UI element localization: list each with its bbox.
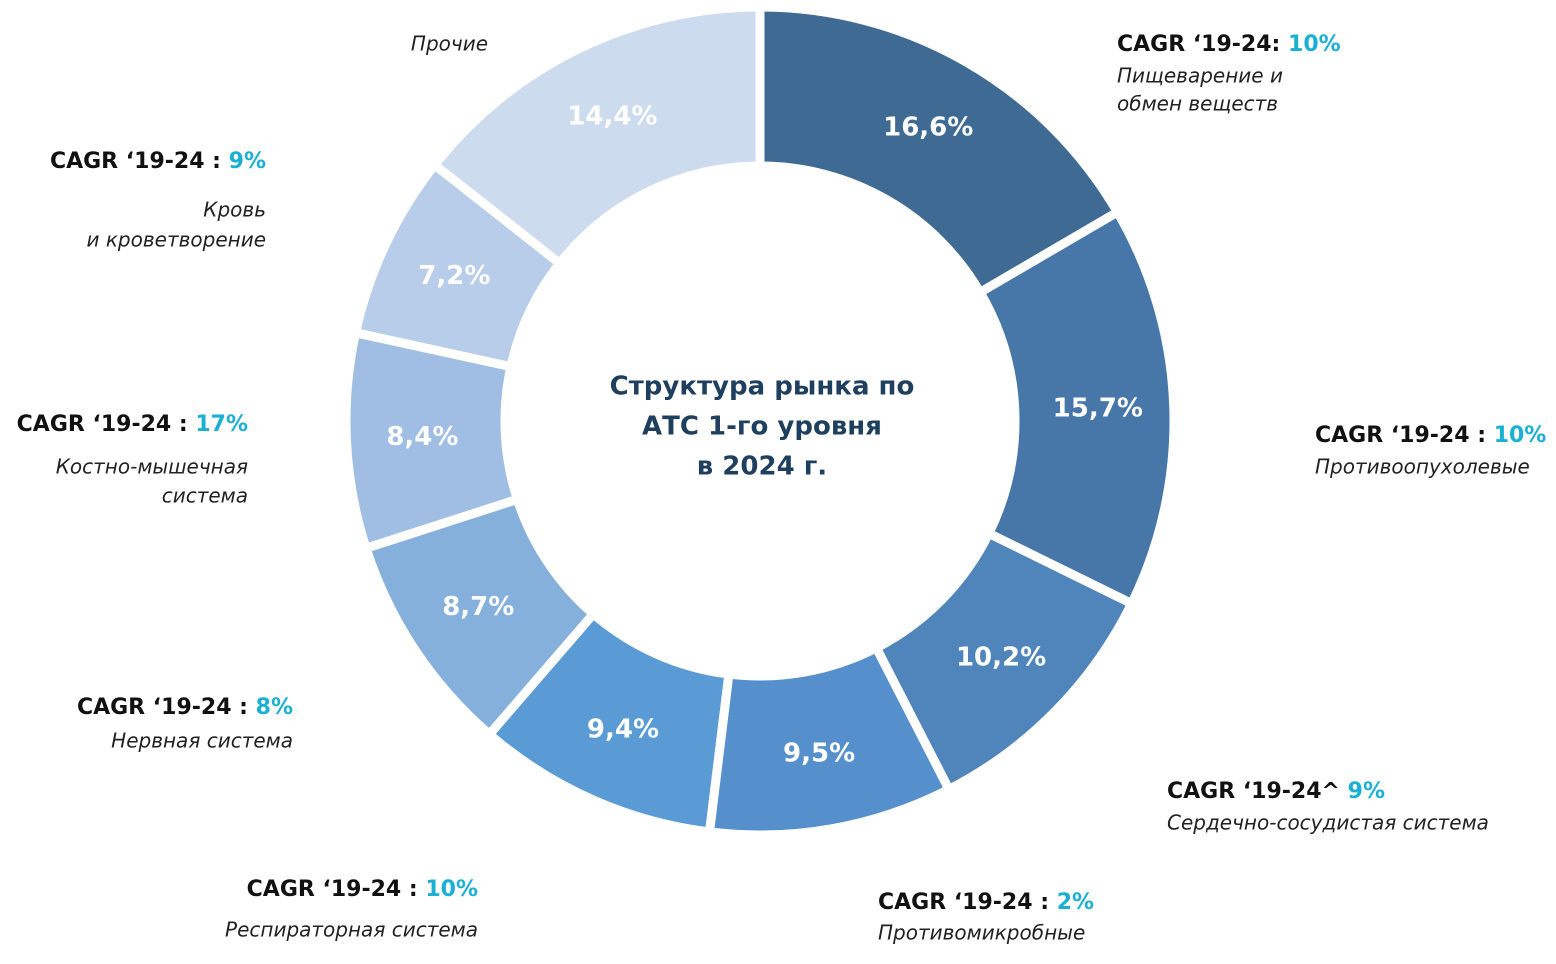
category-label: Прочие [411, 32, 488, 56]
chart-title: Структура рынка по [610, 372, 915, 402]
cagr-value: 17% [195, 412, 248, 437]
cagr-value: 9% [229, 149, 266, 174]
category-label: Сердечно-сосудистая система [1167, 811, 1489, 835]
value-label: 8,4% [386, 422, 458, 452]
cagr-value: 10% [425, 877, 478, 902]
cagr-annotation: CAGR ‘19-24^ 9% [1167, 779, 1385, 804]
cagr-label: CAGR ‘19-24^ [1167, 779, 1340, 804]
category-label: Кровь [203, 198, 266, 222]
cagr-annotation: CAGR ‘19-24 : 8% [77, 695, 293, 720]
category-label: Костно-мышечная [56, 455, 248, 479]
category-label: Пищеварение и [1117, 64, 1283, 88]
cagr-label: CAGR ‘19-24 : [878, 890, 1049, 915]
donut-segment [755, 2, 1124, 299]
cagr-annotation: CAGR ‘19-24 : 10% [247, 877, 478, 902]
value-label: 8,7% [442, 592, 514, 622]
category-label: Респираторная система [225, 918, 478, 942]
cagr-annotation: CAGR ‘19-24 : 17% [17, 412, 248, 437]
cagr-label: CAGR ‘19-24 : [17, 412, 188, 437]
cagr-label: CAGR ‘19-24 : [1315, 423, 1486, 448]
value-label: 14,4% [567, 101, 657, 131]
value-label: 9,5% [783, 738, 855, 768]
cagr-value: 2% [1057, 890, 1094, 915]
cagr-annotation: CAGR ‘19-24: 10% [1117, 32, 1341, 57]
value-label: 7,2% [418, 261, 490, 291]
value-label: 9,4% [587, 714, 659, 744]
category-label: и кроветворение [86, 228, 266, 252]
cagr-annotation: CAGR ‘19-24 : 2% [878, 890, 1094, 915]
cagr-value: 10% [1288, 32, 1341, 57]
donut-segment [428, 2, 765, 270]
cagr-label: CAGR ‘19-24 : [77, 695, 248, 720]
cagr-value: 10% [1494, 423, 1547, 448]
cagr-value: 8% [256, 695, 293, 720]
category-label: Нервная система [111, 729, 293, 753]
chart-title: в 2024 г. [697, 452, 827, 482]
cagr-label: CAGR ‘19-24 : [50, 149, 221, 174]
value-label: 15,7% [1053, 393, 1143, 423]
category-label: Противомикробные [878, 921, 1085, 945]
chart-title: АТС 1-го уровня [642, 412, 882, 442]
category-label: обмен веществ [1117, 92, 1278, 116]
cagr-label: CAGR ‘19-24 : [247, 877, 418, 902]
donut-segment [974, 205, 1179, 610]
cagr-annotation: CAGR ‘19-24 : 10% [1315, 423, 1546, 448]
value-label: 10,2% [956, 642, 1046, 672]
value-label: 16,6% [883, 112, 973, 142]
cagr-value: 9% [1348, 779, 1385, 804]
category-label: Противоопухолевые [1315, 455, 1530, 479]
cagr-label: CAGR ‘19-24: [1117, 32, 1280, 57]
cagr-annotation: CAGR ‘19-24 : 9% [50, 149, 266, 174]
category-label: система [162, 484, 248, 508]
